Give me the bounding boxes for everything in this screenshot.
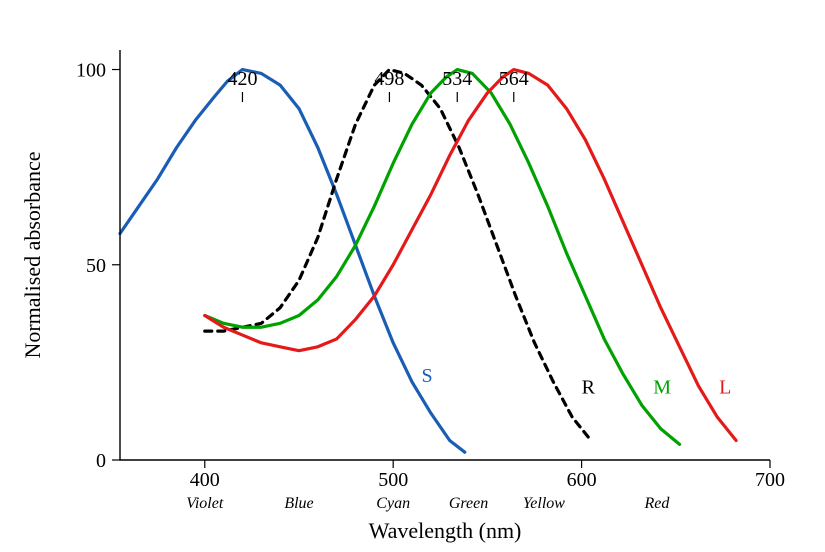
chart-bg <box>0 0 825 552</box>
color-band-label: Red <box>644 495 671 512</box>
x-axis-title: Wavelength (nm) <box>369 518 522 543</box>
color-band-label: Yellow <box>523 495 565 512</box>
peak-label-s: 420 <box>227 68 257 90</box>
color-band-label: Blue <box>284 495 313 512</box>
curve-label-r: R <box>582 377 596 399</box>
x-tick-label: 400 <box>190 469 220 491</box>
y-axis-title: Normalised absorbance <box>20 151 45 358</box>
x-tick-label: 700 <box>755 469 785 491</box>
chart-svg: 400 500 600 700 0 50 100 Violet Blue Cyan Green Yel… <box>0 0 825 552</box>
absorbance-chart: 400 500 600 700 0 50 100 Violet Blue Cyan Green Yel… <box>0 0 825 552</box>
curve-label-l: L <box>719 377 731 399</box>
color-band-label: Violet <box>186 495 224 512</box>
curve-label-s: S <box>421 365 432 387</box>
y-tick-label: 0 <box>96 450 106 472</box>
y-tick-label: 100 <box>76 60 106 82</box>
x-tick-label: 600 <box>567 469 597 491</box>
color-band-label: Cyan <box>376 495 410 512</box>
peak-label-r: 498 <box>374 68 404 90</box>
peak-label-l: 564 <box>499 68 529 90</box>
peak-label-m: 534 <box>442 68 472 90</box>
x-tick-label: 500 <box>378 469 408 491</box>
curve-label-m: M <box>653 377 671 399</box>
y-tick-label: 50 <box>86 255 106 277</box>
color-band-label: Green <box>449 495 488 512</box>
